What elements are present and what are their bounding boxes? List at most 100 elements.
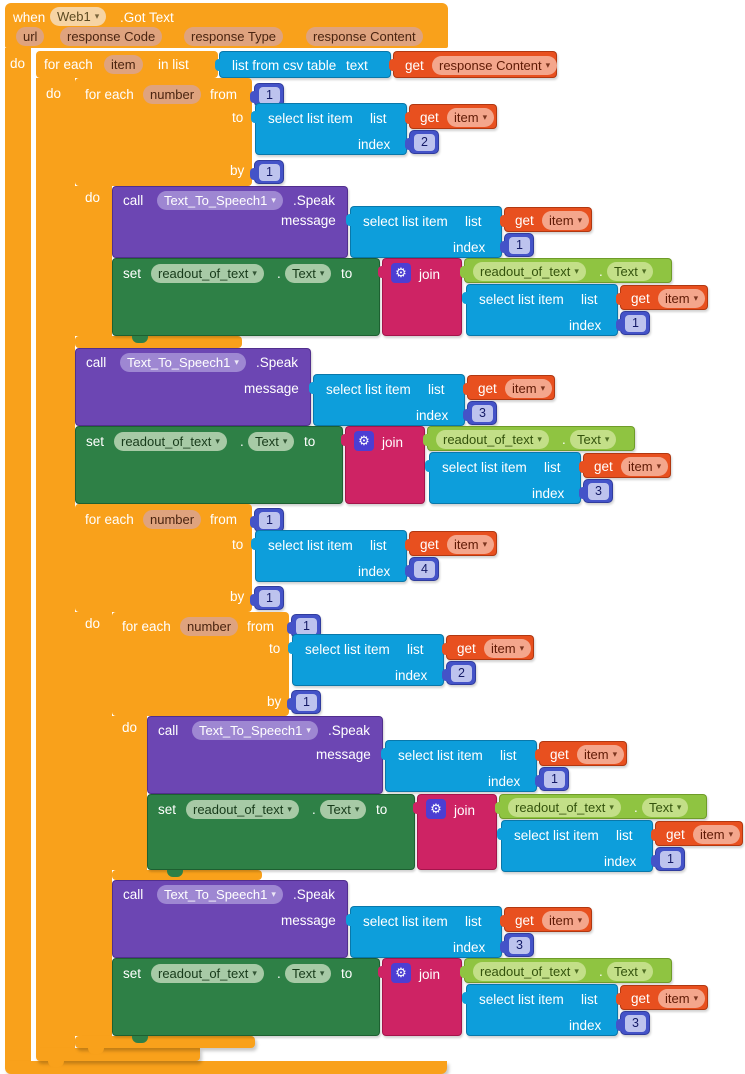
number-block[interactable]: 4 — [405, 557, 439, 581]
variable-dropdown[interactable]: item ▾ — [658, 289, 706, 308]
select-list-item-block[interactable]: select list item list index — [251, 103, 407, 155]
loop-var-number-chip[interactable]: number — [143, 85, 202, 104]
get-item-block[interactable]: get item ▾ — [405, 104, 497, 129]
number-block[interactable]: 1 — [616, 311, 650, 335]
number-block[interactable]: 2 — [442, 661, 476, 685]
set-text-block-2[interactable]: set readout_of_text ▾ . Text ▾ to — [75, 426, 343, 504]
variable-dropdown[interactable]: item ▾ — [693, 825, 741, 844]
variable-dropdown[interactable]: readout_of_text ▾ — [114, 432, 227, 451]
call-speak-block-2[interactable]: call Text_To_Speech1 ▾ .Speak message — [75, 348, 311, 426]
number-block[interactable]: 1 — [250, 508, 284, 532]
number-block[interactable]: 1 — [250, 160, 284, 184]
select-list-item-block[interactable]: select list item list index — [497, 820, 653, 872]
set-text-block-3[interactable]: set readout_of_text ▾ . Text ▾ to — [147, 794, 415, 870]
loop-var-number-chip[interactable]: number — [143, 510, 202, 529]
join-block-1[interactable]: ⚙ join — [378, 258, 462, 336]
select-list-item-block[interactable]: select list item list index — [346, 906, 502, 958]
number-block[interactable]: 1 — [287, 690, 321, 714]
set-text-block-4[interactable]: set readout_of_text ▾ . Text ▾ to — [112, 958, 380, 1036]
get-response-content-block[interactable]: get response Content ▾ — [389, 51, 558, 78]
get-item-block[interactable]: get item ▾ — [463, 375, 555, 400]
get-item-block[interactable]: get item ▾ — [500, 207, 592, 232]
readout-text-getter-3[interactable]: readout_of_text ▾ . Text ▾ — [495, 794, 707, 819]
tts-dropdown[interactable]: Text_To_Speech1 ▾ — [192, 721, 318, 740]
for-each-item-left-spine[interactable] — [36, 78, 75, 1048]
property-dropdown[interactable]: Text ▾ — [285, 964, 332, 983]
variable-dropdown[interactable]: readout_of_text ▾ — [436, 430, 549, 449]
loop1-bottom-bar[interactable] — [75, 336, 242, 348]
event-param-chip-response-code[interactable]: response Code — [60, 27, 163, 46]
loop3-bottom-bar[interactable] — [112, 870, 262, 880]
variable-dropdown[interactable]: item ▾ — [542, 211, 590, 230]
variable-dropdown[interactable]: readout_of_text ▾ — [151, 264, 264, 283]
loop1-left-spine[interactable] — [75, 186, 112, 336]
csv-table-block[interactable]: list from csv table text — [215, 51, 391, 78]
get-item-block[interactable]: get item ▾ — [535, 741, 627, 766]
loop-var-number-chip[interactable]: number — [180, 617, 239, 636]
event-param-chip-response-content[interactable]: response Content — [306, 27, 423, 46]
when-block-left-spine[interactable] — [5, 48, 31, 1061]
property-dropdown[interactable]: Text ▾ — [248, 432, 295, 451]
select-list-item-block[interactable]: select list item list index — [288, 634, 444, 686]
variable-dropdown[interactable]: readout_of_text ▾ — [151, 964, 264, 983]
variable-dropdown[interactable]: readout_of_text ▾ — [473, 262, 586, 281]
loop2-left-spine[interactable] — [75, 612, 112, 1036]
select-list-item-block[interactable]: select list item list index — [425, 452, 581, 504]
select-list-item-block[interactable]: select list item list index — [309, 374, 465, 426]
readout-text-getter-1[interactable]: readout_of_text ▾ . Text ▾ — [460, 258, 672, 283]
select-list-item-block[interactable]: select list item list index — [251, 530, 407, 582]
tts-dropdown[interactable]: Text_To_Speech1 ▾ — [120, 353, 246, 372]
tts-dropdown[interactable]: Text_To_Speech1 ▾ — [157, 885, 283, 904]
readout-text-getter-2[interactable]: readout_of_text ▾ . Text ▾ — [423, 426, 635, 451]
tts-dropdown[interactable]: Text_To_Speech1 ▾ — [157, 191, 283, 210]
number-block[interactable]: 1 — [651, 847, 685, 871]
get-item-block[interactable]: get item ▾ — [500, 907, 592, 932]
property-dropdown[interactable]: Text ▾ — [642, 798, 689, 817]
get-item-block[interactable]: get item ▾ — [616, 985, 708, 1010]
call-speak-block-3[interactable]: call Text_To_Speech1 ▾ .Speak message — [147, 716, 383, 794]
for-each-item-bottom-bar[interactable] — [36, 1048, 200, 1061]
number-block[interactable]: 1 — [500, 233, 534, 257]
get-item-block[interactable]: get item ▾ — [616, 285, 708, 310]
variable-dropdown[interactable]: item ▾ — [658, 989, 706, 1008]
mutator-gear-icon[interactable]: ⚙ — [426, 799, 446, 819]
number-block[interactable]: 3 — [463, 401, 497, 425]
call-speak-block-1[interactable]: call Text_To_Speech1 ▾ .Speak message — [112, 186, 348, 258]
property-dropdown[interactable]: Text ▾ — [607, 262, 654, 281]
property-dropdown[interactable]: Text ▾ — [285, 264, 332, 283]
get-item-block[interactable]: get item ▾ — [579, 453, 671, 478]
number-block[interactable]: 2 — [405, 130, 439, 154]
set-text-block-1[interactable]: set readout_of_text ▾ . Text ▾ to — [112, 258, 380, 336]
join-block-3[interactable]: ⚙ join — [413, 794, 497, 870]
number-block[interactable]: 3 — [500, 933, 534, 957]
mutator-gear-icon[interactable]: ⚙ — [354, 431, 374, 451]
mutator-gear-icon[interactable]: ⚙ — [391, 263, 411, 283]
number-block[interactable]: 3 — [579, 479, 613, 503]
loop3-left-spine[interactable] — [112, 716, 147, 870]
get-item-block[interactable]: get item ▾ — [442, 635, 534, 660]
property-dropdown[interactable]: Text ▾ — [570, 430, 617, 449]
variable-dropdown[interactable]: item ▾ — [505, 379, 553, 398]
loop-var-item-chip[interactable]: item — [104, 55, 143, 74]
number-block[interactable]: 3 — [616, 1011, 650, 1035]
join-block-4[interactable]: ⚙ join — [378, 958, 462, 1036]
variable-dropdown[interactable]: item ▾ — [621, 457, 669, 476]
get-item-block[interactable]: get item ▾ — [405, 531, 497, 556]
event-param-chip-url[interactable]: url — [16, 27, 45, 46]
property-dropdown[interactable]: Text ▾ — [320, 800, 367, 819]
event-param-chip-response-type[interactable]: response Type — [184, 27, 284, 46]
variable-dropdown[interactable]: response Content ▾ — [432, 56, 558, 75]
loop2-bottom-bar[interactable] — [75, 1036, 255, 1048]
select-list-item-block[interactable]: select list item list index — [462, 984, 618, 1036]
number-block[interactable]: 1 — [535, 767, 569, 791]
property-dropdown[interactable]: Text ▾ — [607, 962, 654, 981]
select-list-item-block[interactable]: select list item list index — [346, 206, 502, 258]
variable-dropdown[interactable]: readout_of_text ▾ — [473, 962, 586, 981]
when-block-bottom-bar[interactable] — [5, 1061, 447, 1074]
select-list-item-block[interactable]: select list item list index — [381, 740, 537, 792]
select-list-item-block[interactable]: select list item list index — [462, 284, 618, 336]
join-block-2[interactable]: ⚙ join — [341, 426, 425, 504]
component-dropdown-web1[interactable]: Web1 ▾ — [50, 7, 107, 26]
variable-dropdown[interactable]: item ▾ — [542, 911, 590, 930]
variable-dropdown[interactable]: readout_of_text ▾ — [508, 798, 621, 817]
